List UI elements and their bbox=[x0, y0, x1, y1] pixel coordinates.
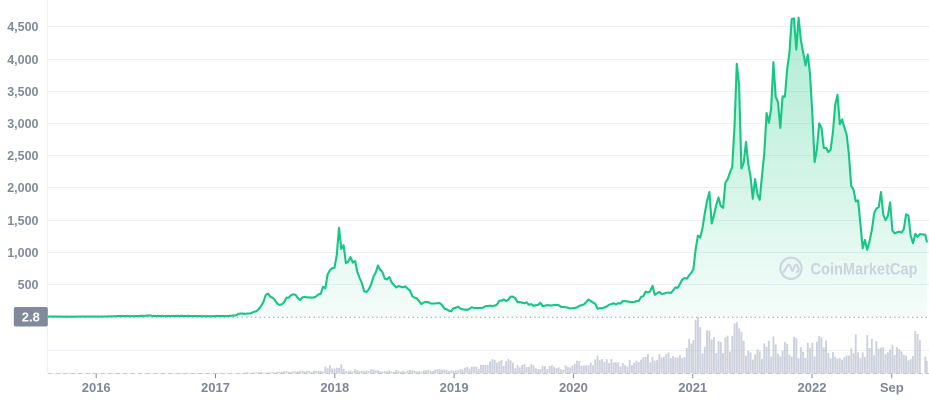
svg-text:2,000: 2,000 bbox=[7, 181, 38, 195]
svg-text:2022: 2022 bbox=[798, 380, 827, 395]
svg-text:1,500: 1,500 bbox=[7, 214, 38, 228]
svg-text:2,500: 2,500 bbox=[7, 149, 38, 163]
svg-text:2018: 2018 bbox=[320, 380, 349, 395]
svg-text:500: 500 bbox=[18, 278, 39, 292]
svg-text:2016: 2016 bbox=[82, 380, 111, 395]
svg-text:2.8: 2.8 bbox=[22, 309, 40, 324]
svg-text:4,500: 4,500 bbox=[7, 20, 38, 34]
svg-text:Sep: Sep bbox=[880, 380, 904, 395]
svg-text:2020: 2020 bbox=[559, 380, 588, 395]
svg-text:2017: 2017 bbox=[201, 380, 230, 395]
svg-text:3,500: 3,500 bbox=[7, 85, 38, 99]
svg-text:1,000: 1,000 bbox=[7, 246, 38, 260]
svg-text:CoinMarketCap: CoinMarketCap bbox=[811, 260, 918, 278]
svg-text:2021: 2021 bbox=[678, 380, 707, 395]
svg-text:4,000: 4,000 bbox=[7, 53, 38, 67]
svg-text:3,000: 3,000 bbox=[7, 117, 38, 131]
svg-text:2019: 2019 bbox=[440, 380, 469, 395]
